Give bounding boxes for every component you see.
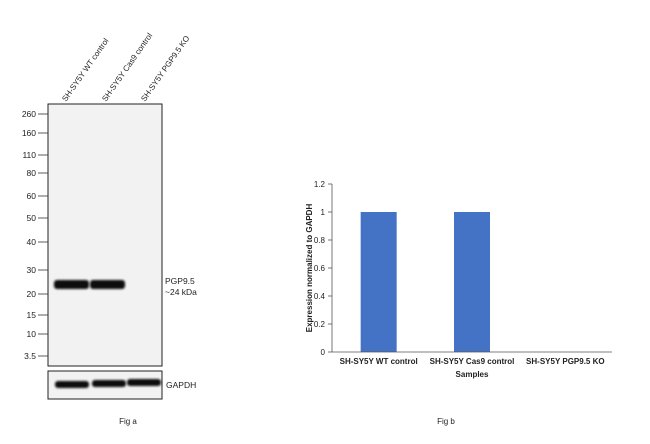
mw-label-110: 110 bbox=[22, 150, 36, 160]
mw-label-3-5: 3.5 bbox=[24, 351, 36, 361]
y-tick-label: 0.8 bbox=[314, 236, 326, 245]
mw-label-40: 40 bbox=[27, 237, 37, 247]
bars bbox=[360, 212, 490, 352]
y-tick-label: 1.2 bbox=[314, 180, 326, 189]
mw-markers: 260 160 110 80 60 50 40 30 20 15 10 3.5 bbox=[22, 109, 48, 361]
y-tick-label: 1 bbox=[321, 208, 326, 217]
y-tick-label: 0.2 bbox=[314, 320, 326, 329]
mw-label-80: 80 bbox=[27, 168, 37, 178]
blot-band-lane-1 bbox=[54, 280, 89, 289]
gapdh-label: GAPDH bbox=[166, 380, 196, 390]
mw-label-20: 20 bbox=[27, 289, 37, 299]
x-category-label-2: SH-SY5Y Cas9 control bbox=[430, 357, 515, 366]
mw-label-60: 60 bbox=[27, 191, 37, 201]
caption-fig-a: Fig a bbox=[119, 417, 137, 426]
y-axis-ticks: 0 0.2 0.4 0.6 0.8 1 1.2 bbox=[314, 180, 332, 357]
y-tick-label: 0.6 bbox=[314, 264, 326, 273]
blot-band-lane-2 bbox=[90, 280, 125, 289]
mw-label-15: 15 bbox=[27, 310, 37, 320]
bar-2 bbox=[454, 212, 490, 352]
x-axis-category-labels: SH-SY5Y WT control SH-SY5Y Cas9 control SH… bbox=[340, 357, 605, 366]
caption-fig-b: Fig b bbox=[437, 417, 455, 426]
mw-label-260: 260 bbox=[22, 109, 36, 119]
mw-label-50: 50 bbox=[27, 213, 37, 223]
bar-chart-panel: 00.20.40.60.811.2 SH-SY5Y WT control SH-S… bbox=[305, 180, 612, 426]
gapdh-band-lane-1 bbox=[55, 381, 89, 388]
mw-label-160: 160 bbox=[22, 128, 36, 138]
western-blot-panel: SH-SY5Y WT control SH-SY5Y Cas9 control … bbox=[22, 31, 197, 426]
band-label-kda: ~24 kDa bbox=[165, 287, 197, 297]
band-label-pgp95: PGP9.5 bbox=[165, 276, 195, 286]
y-tick-label: 0.4 bbox=[314, 292, 326, 301]
mw-label-30: 30 bbox=[27, 265, 37, 275]
gapdh-band-lane-3 bbox=[127, 379, 161, 386]
x-category-label-1: SH-SY5Y WT control bbox=[340, 357, 418, 366]
x-category-label-3: SH-SY5Y PGP9.5 KO bbox=[526, 357, 605, 366]
y-tick-label: 0 bbox=[321, 348, 326, 357]
bar-1 bbox=[360, 212, 397, 352]
blot-main bbox=[47, 103, 163, 367]
gapdh-band-lane-2 bbox=[92, 380, 126, 387]
mw-label-10: 10 bbox=[27, 329, 37, 339]
y-axis-title: Expression normalized to GAPDH bbox=[305, 204, 314, 333]
x-axis-title: Samples bbox=[456, 370, 489, 379]
